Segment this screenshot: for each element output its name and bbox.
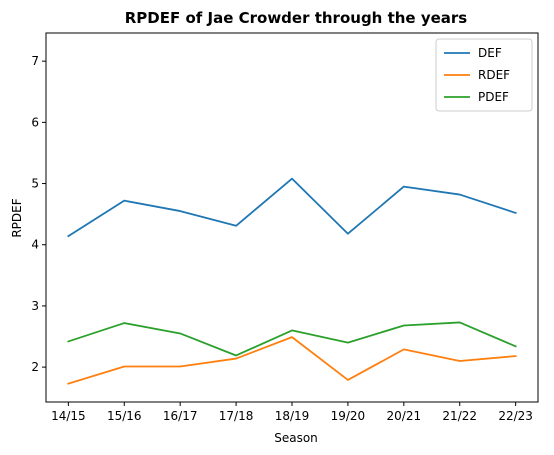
- y-tick-label: 2: [31, 360, 39, 374]
- legend-label-pdef: PDEF: [478, 90, 509, 104]
- series-line-rdef: [67, 336, 517, 385]
- x-axis-label: Season: [274, 431, 318, 445]
- legend-label-def: DEF: [478, 46, 502, 60]
- y-axis-label: RPDEF: [10, 198, 24, 237]
- chart-title: RPDEF of Jae Crowder through the years: [125, 9, 468, 27]
- x-tick-label: 22/23: [498, 409, 533, 423]
- y-tick-label: 5: [31, 177, 39, 191]
- y-tick-label: 7: [31, 54, 39, 68]
- x-tick-label: 17/18: [219, 409, 254, 423]
- x-tick-label: 15/16: [107, 409, 142, 423]
- y-tick-label: 6: [31, 115, 39, 129]
- x-tick-label: 19/20: [331, 409, 366, 423]
- x-tick-label: 14/15: [51, 409, 86, 423]
- x-tick-label: 16/17: [163, 409, 198, 423]
- legend: DEF RDEF PDEF: [435, 38, 533, 112]
- x-tick-label: 20/21: [387, 409, 422, 423]
- legend-box: [435, 38, 533, 112]
- x-tick-label: 21/22: [442, 409, 477, 423]
- y-tick-label: 4: [31, 238, 39, 252]
- series-line-def: [67, 177, 517, 238]
- series-line-pdef: [67, 321, 517, 357]
- legend-label-rdef: RDEF: [478, 68, 510, 82]
- plot-area: 14/15 15/16 16/17 17/18 18/19 19/20 20/21 21/22…: [31, 32, 539, 423]
- y-tick-label: 3: [31, 299, 39, 313]
- x-tick-label: 18/19: [275, 409, 310, 423]
